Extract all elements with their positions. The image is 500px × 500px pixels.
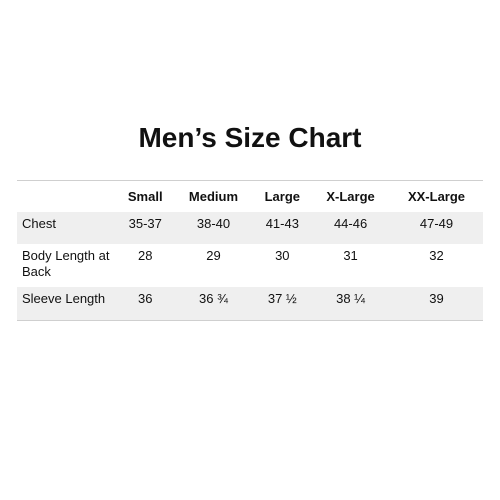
table-row: Body Length at Back 28 29 30 31 32 <box>17 244 483 287</box>
table-cell: 38-40 <box>173 212 254 244</box>
column-header: XX-Large <box>407 189 466 204</box>
row-label: Chest <box>17 212 117 244</box>
table-cell: 36 ¾ <box>173 287 254 321</box>
table-cell: 38 ¼ <box>311 287 390 321</box>
row-label: Body Length at Back <box>22 248 110 279</box>
table-cell: 32 <box>429 248 444 263</box>
table-cell: 30 <box>275 248 290 263</box>
table-row: Sleeve Length 36 36 ¾ 37 ½ 38 ¼ 39 <box>17 287 483 321</box>
table-cell: 31 <box>343 248 358 263</box>
size-table: Small Medium Large X-Large XX-Large Chest 35-… <box>17 180 483 321</box>
table-row: Chest 35-37 38-40 41-43 44-46 47-49 <box>17 212 483 244</box>
title: Men’s Size Chart <box>138 122 362 153</box>
table-cell: 37 ½ <box>253 287 312 321</box>
table-cell: 29 <box>206 248 221 263</box>
table-cell: 47-49 <box>389 212 483 244</box>
header-row: Small Medium Large X-Large XX-Large <box>17 181 483 213</box>
table-cell: 36 <box>117 287 174 321</box>
table-cell: 28 <box>138 248 153 263</box>
table-cell: 39 <box>389 287 483 321</box>
column-header: Small <box>127 189 163 204</box>
column-header: Medium <box>188 189 239 204</box>
table-cell: 35-37 <box>117 212 174 244</box>
column-header: X-Large <box>326 189 375 204</box>
column-header: Large <box>264 189 301 204</box>
table-cell: 41-43 <box>253 212 312 244</box>
corner-cell <box>17 181 117 213</box>
table-body: Chest 35-37 38-40 41-43 44-46 47-49 Body Lengt… <box>17 212 483 321</box>
table-cell: 44-46 <box>311 212 390 244</box>
row-label: Sleeve Length <box>17 287 117 321</box>
